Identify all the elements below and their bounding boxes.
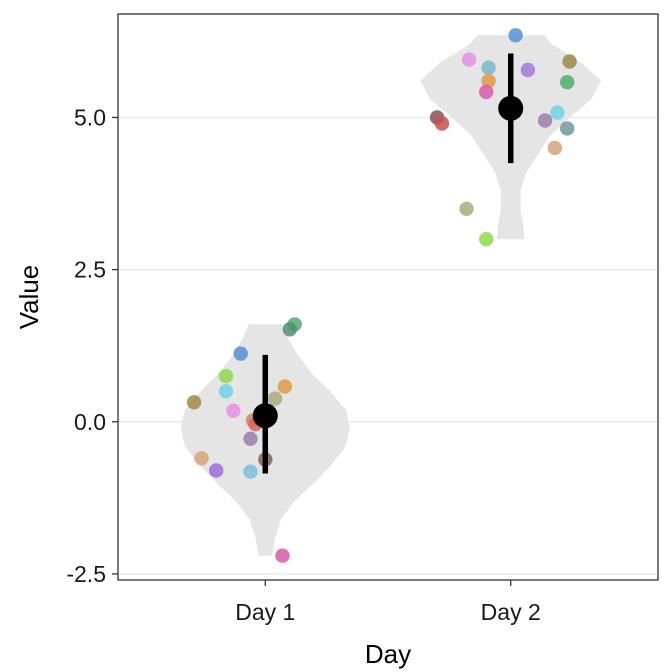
x-axis: Day 1 Day 2 — [235, 580, 541, 625]
data-point-23 — [481, 73, 496, 89]
data-point-31 — [547, 140, 563, 156]
data-point-20 — [562, 54, 577, 69]
data-point-28 — [537, 113, 553, 128]
data-point-25 — [479, 84, 494, 100]
y-axis-title: Value — [14, 265, 44, 330]
data-point-29 — [434, 116, 450, 131]
y-axis: -2.5 0.0 2.5 5.0 — [66, 104, 118, 587]
data-points — [186, 28, 577, 563]
data-point-19 — [461, 52, 477, 67]
mean-marker-2 — [498, 95, 524, 121]
data-point-5 — [277, 379, 293, 394]
data-point-21 — [481, 60, 496, 75]
x-tick-label-1: Day 2 — [481, 599, 541, 625]
data-point-16 — [243, 464, 258, 479]
x-axis-title: Day — [365, 639, 411, 669]
data-point-7 — [267, 391, 283, 406]
y-tick-label-1: 0.0 — [74, 409, 106, 435]
data-point-2 — [282, 322, 297, 337]
mean-marker-1 — [252, 403, 278, 429]
summary-markers — [252, 53, 524, 474]
data-point-4 — [218, 368, 234, 384]
data-point-9 — [226, 403, 241, 418]
data-point-30 — [560, 121, 575, 136]
data-point-17 — [275, 548, 290, 563]
panel-border — [117, 13, 659, 581]
data-point-8 — [186, 395, 202, 410]
data-point-12 — [243, 431, 258, 446]
data-point-18 — [508, 28, 523, 43]
y-tick-label-3: 5.0 — [74, 104, 106, 130]
data-point-15 — [209, 463, 224, 478]
data-point-24 — [560, 75, 575, 90]
data-point-32 — [459, 201, 474, 216]
data-point-6 — [218, 384, 234, 399]
x-tick-label-0: Day 1 — [235, 599, 295, 625]
y-tick-label-2: 2.5 — [74, 257, 106, 283]
data-point-26 — [550, 105, 565, 120]
data-point-13 — [194, 451, 209, 466]
data-point-3 — [233, 346, 248, 361]
y-tick-label-0: -2.5 — [66, 561, 106, 587]
data-point-22 — [520, 62, 536, 78]
data-point-33 — [479, 232, 494, 247]
